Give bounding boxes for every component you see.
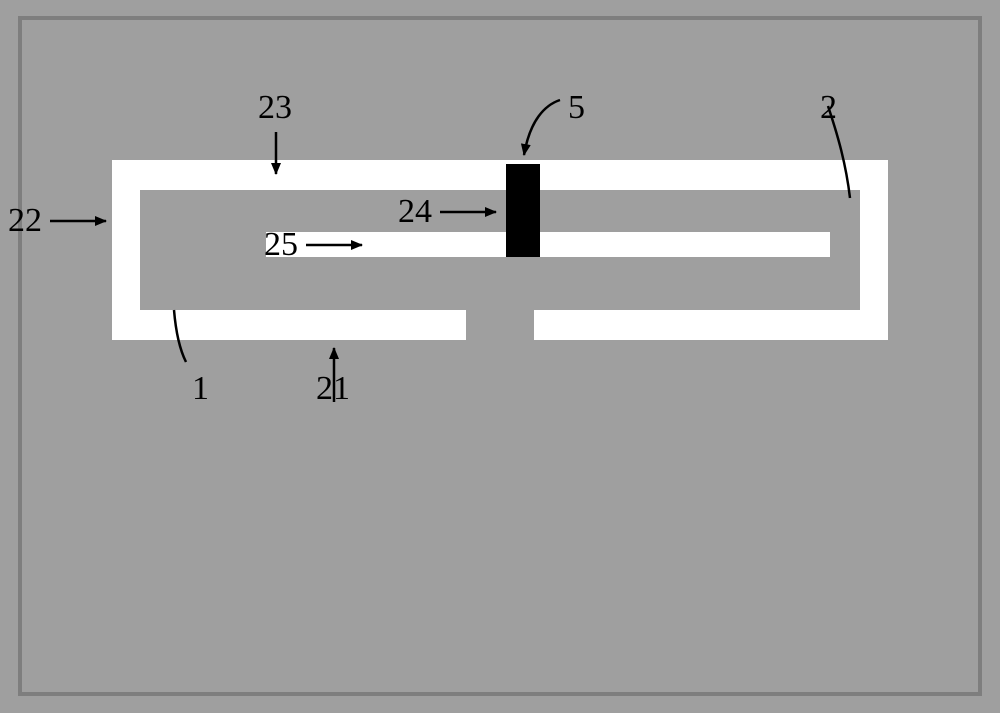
label-5: 5 <box>568 89 585 127</box>
label-25: 25 <box>264 226 298 264</box>
label-24: 24 <box>398 193 432 231</box>
label-21: 21 <box>316 370 350 408</box>
label-23: 23 <box>258 89 292 127</box>
label-2: 2 <box>820 89 837 127</box>
label-22: 22 <box>8 202 42 240</box>
diagram-canvas: 23 5 2 22 24 25 1 21 <box>0 0 1000 713</box>
arrows-layer <box>0 0 1000 713</box>
label-1: 1 <box>192 370 209 408</box>
